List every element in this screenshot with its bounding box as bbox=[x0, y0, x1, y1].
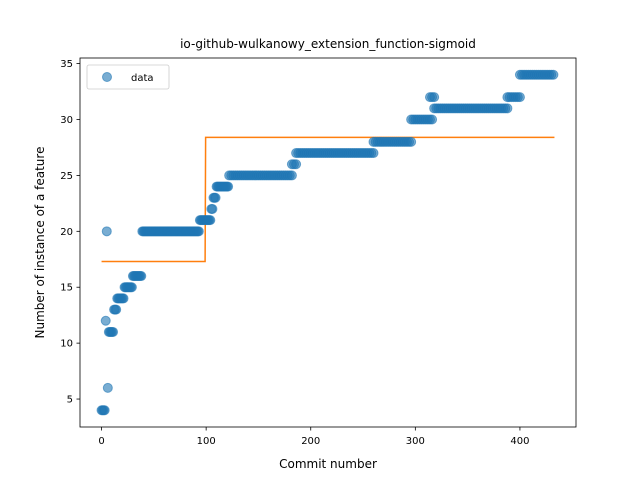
data-point bbox=[100, 315, 111, 326]
fit-layer bbox=[101, 136, 555, 263]
data-point bbox=[102, 382, 113, 393]
data-point bbox=[427, 114, 438, 125]
x-tick-label: 0 bbox=[98, 436, 104, 447]
data-point bbox=[514, 92, 525, 103]
x-axis-label: Commit number bbox=[279, 457, 377, 471]
data-point bbox=[368, 148, 379, 159]
data-point bbox=[429, 92, 440, 103]
data-point bbox=[406, 136, 417, 147]
y-tick-label: 30 bbox=[60, 115, 73, 126]
sigmoid-fit-line bbox=[101, 136, 555, 263]
x-tick-label: 100 bbox=[197, 436, 216, 447]
data-point bbox=[210, 192, 221, 203]
y-tick-label: 5 bbox=[67, 395, 73, 406]
y-tick-label: 10 bbox=[60, 339, 73, 350]
data-point bbox=[502, 103, 513, 114]
y-tick-label: 35 bbox=[60, 59, 73, 70]
data-point bbox=[548, 69, 559, 80]
y-ticks: 5 10 15 20 25 30 35 bbox=[60, 59, 80, 406]
axes-layer bbox=[79, 57, 577, 428]
legend-label: data bbox=[131, 73, 154, 84]
data-point bbox=[286, 170, 297, 181]
points-layer bbox=[96, 69, 559, 416]
data-point bbox=[207, 203, 218, 214]
x-ticks: 0 100 200 300 400 bbox=[98, 427, 529, 447]
data-point bbox=[223, 181, 234, 192]
y-tick-label: 20 bbox=[60, 227, 73, 238]
legend-box bbox=[86, 64, 170, 90]
plot-frame bbox=[79, 57, 577, 428]
data-point bbox=[205, 215, 216, 226]
x-tick-label: 200 bbox=[301, 436, 320, 447]
data-point bbox=[99, 405, 110, 416]
x-tick-label: 300 bbox=[406, 436, 425, 447]
data-point bbox=[291, 159, 302, 170]
x-tick-label: 400 bbox=[510, 436, 529, 447]
y-axis-label: Number of instance of a feature bbox=[33, 147, 47, 339]
data-point bbox=[118, 293, 129, 304]
legend: data bbox=[86, 64, 170, 90]
data-point bbox=[136, 271, 147, 282]
y-tick-label: 25 bbox=[60, 171, 73, 182]
y-tick-label: 15 bbox=[60, 283, 73, 294]
data-point bbox=[193, 226, 204, 237]
data-point bbox=[108, 326, 119, 337]
data-point bbox=[111, 304, 122, 315]
legend-marker bbox=[102, 72, 112, 82]
data-point bbox=[101, 226, 112, 237]
chart-title: io-github-wulkanowy_extension_function-s… bbox=[180, 37, 476, 51]
data-point bbox=[126, 282, 137, 293]
